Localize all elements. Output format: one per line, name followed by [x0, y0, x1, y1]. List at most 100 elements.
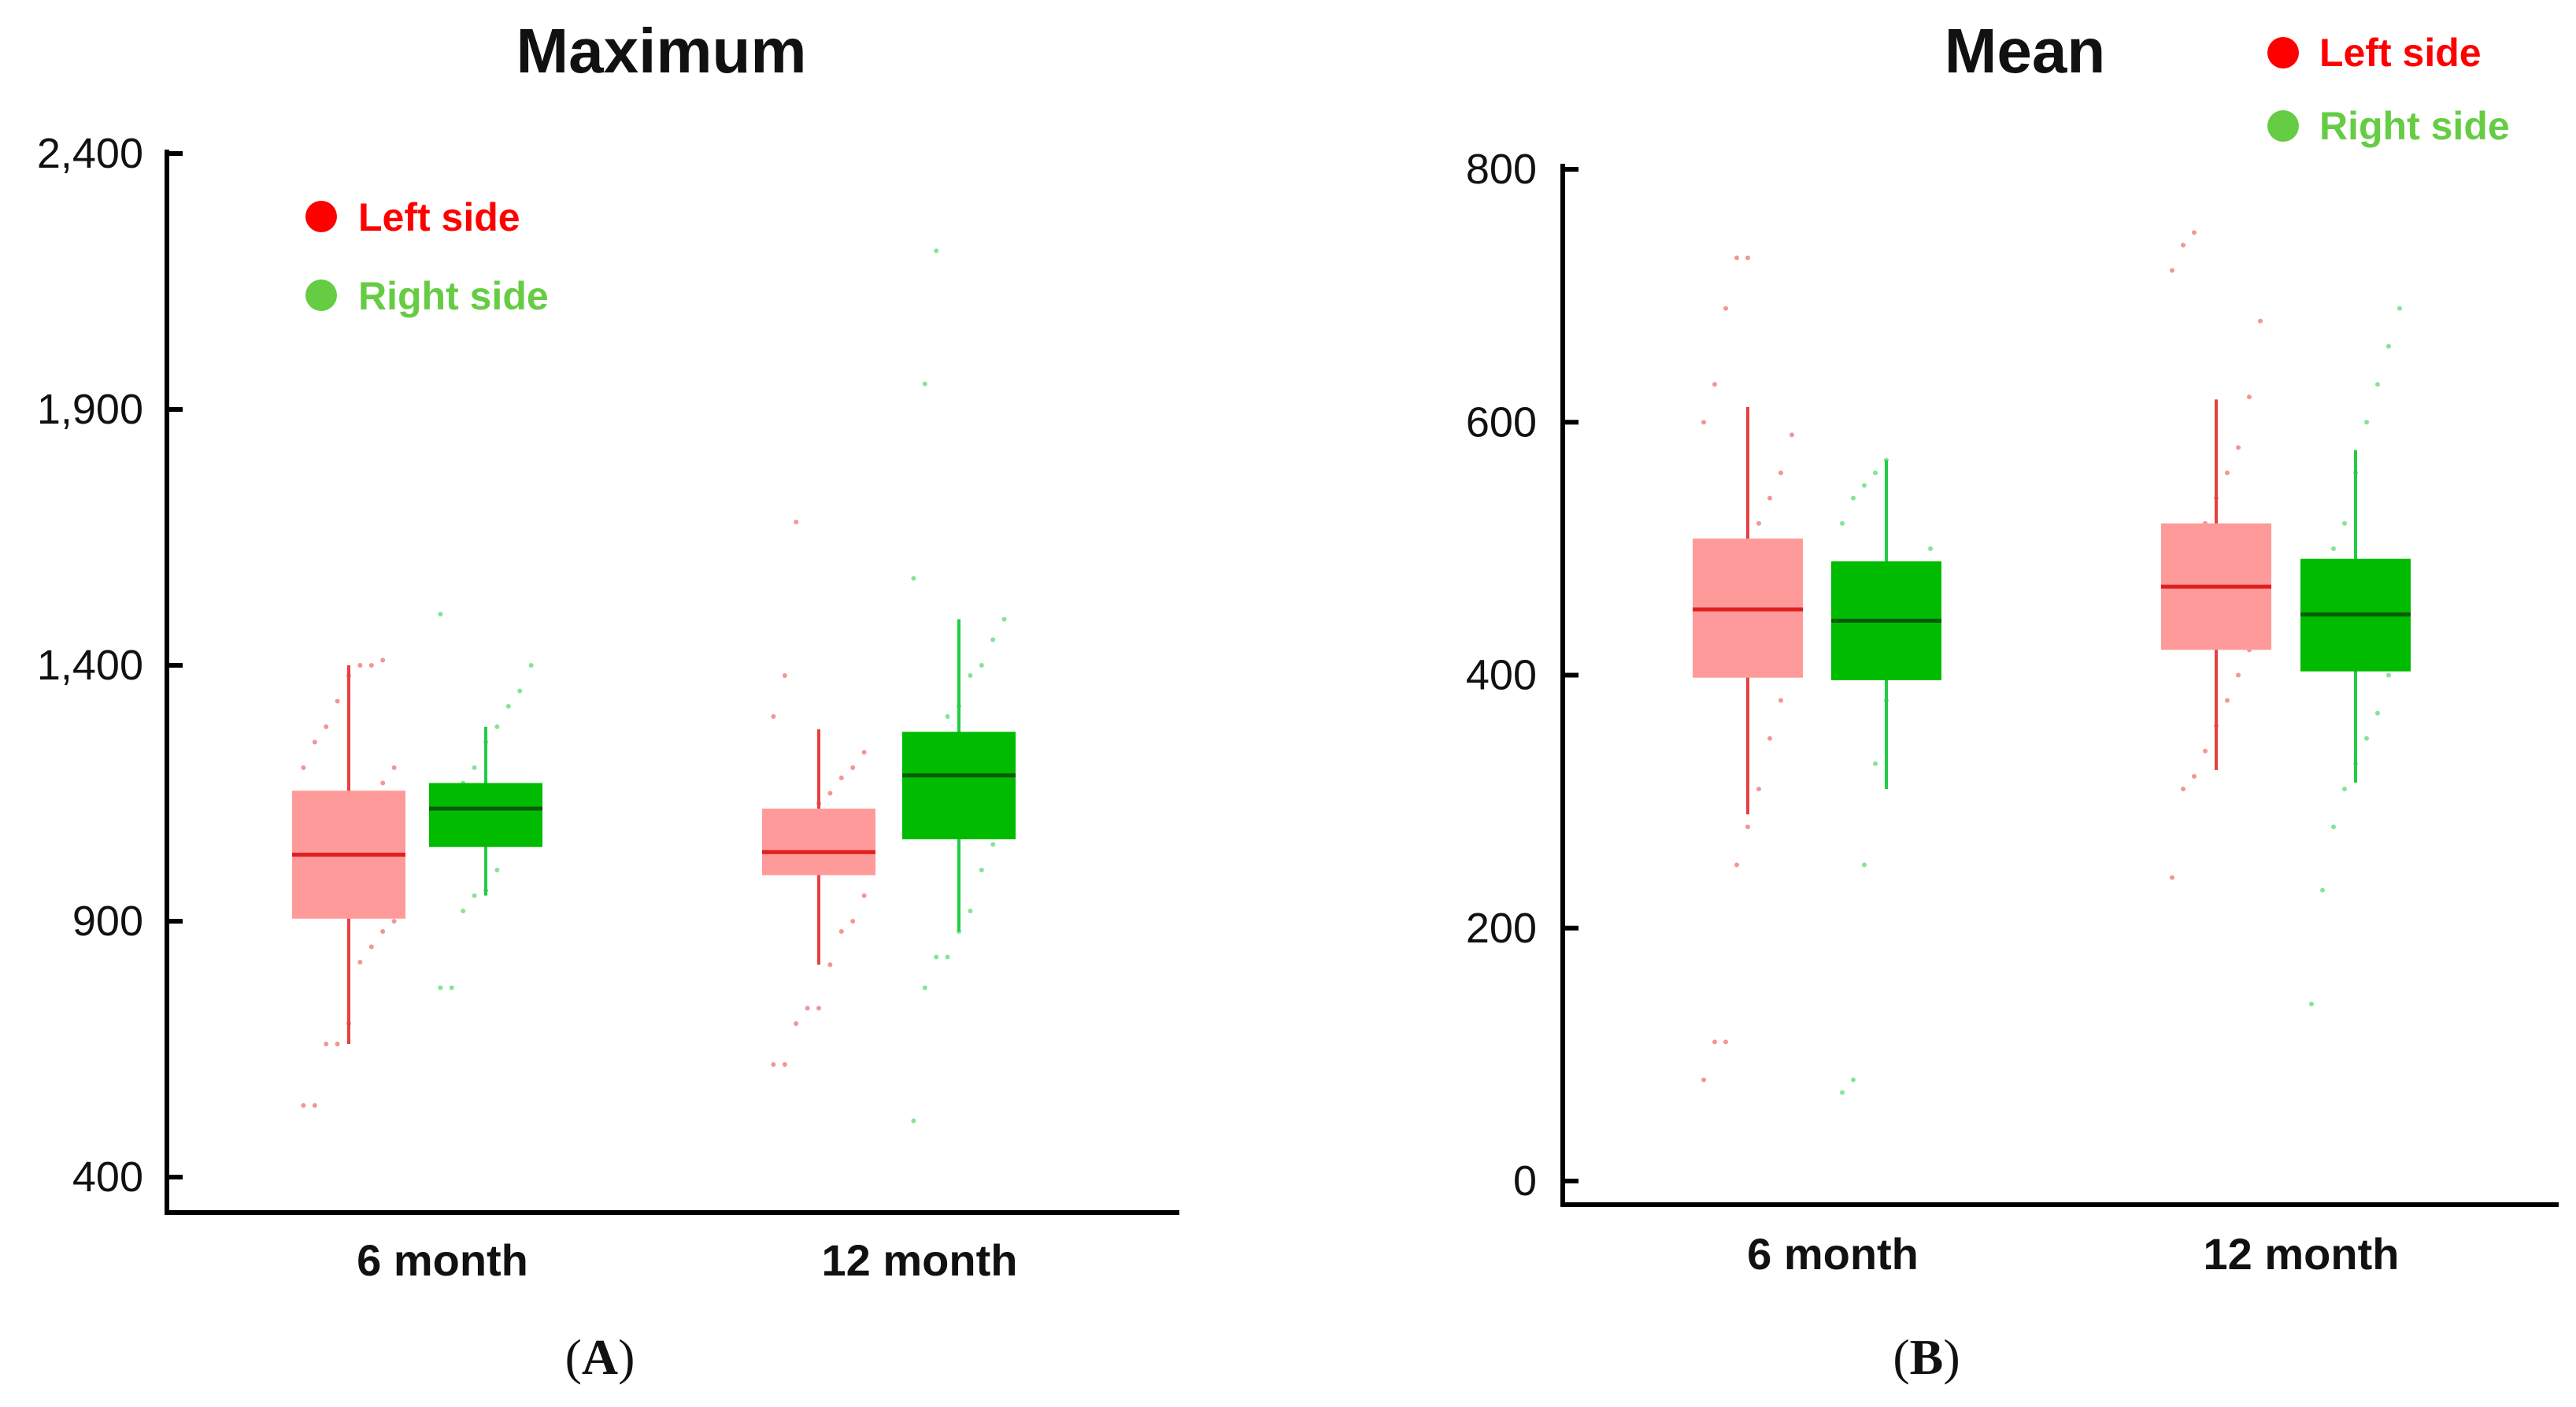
legend-label-right: Right side	[2319, 104, 2510, 148]
data-point	[1767, 495, 1772, 501]
data-point	[990, 842, 996, 847]
data-point	[771, 714, 776, 719]
data-point	[1734, 255, 1739, 261]
data-point	[827, 962, 833, 968]
data-point	[528, 663, 534, 668]
data-point	[357, 663, 363, 668]
data-point	[911, 576, 916, 581]
data-point	[301, 1103, 306, 1108]
data-point	[2364, 735, 2369, 741]
data-point	[1767, 735, 1772, 741]
box-plots	[292, 248, 1016, 1124]
data-point	[2331, 546, 2336, 551]
right-side-box-12-month	[2300, 305, 2411, 1007]
data-point	[2320, 887, 2325, 893]
data-point	[2364, 420, 2369, 425]
data-point	[922, 985, 927, 990]
data-point	[979, 663, 984, 668]
data-point	[850, 765, 856, 770]
left-side-box-6-month	[292, 657, 405, 1108]
legend-label-right: Right side	[358, 274, 549, 318]
data-point	[1001, 616, 1007, 622]
data-point	[2236, 672, 2241, 678]
data-point	[380, 929, 386, 934]
legend: Left side Right side	[2267, 31, 2510, 148]
data-point	[1778, 698, 1783, 703]
data-point	[922, 381, 927, 387]
data-point	[2331, 824, 2336, 830]
box	[902, 731, 1016, 839]
data-point	[301, 765, 306, 770]
data-point	[934, 248, 939, 254]
data-point	[861, 893, 867, 898]
data-point	[2236, 445, 2241, 450]
data-point	[1723, 1039, 1728, 1045]
y-axis-ticks: 400 900 1,400 1,900 2,400	[37, 130, 183, 1201]
data-point	[312, 739, 317, 745]
y-tick-label: 200	[1466, 905, 1537, 952]
data-point	[2181, 787, 2186, 792]
data-point	[979, 868, 984, 872]
x-category-label: 6 month	[1747, 1229, 1919, 1279]
data-point	[945, 954, 950, 960]
data-point	[2203, 748, 2208, 753]
data-point	[517, 688, 523, 694]
right-side-box-6-month	[429, 612, 542, 990]
y-axis-ticks: 0 200 400 600 800	[1466, 146, 1579, 1205]
data-point	[2170, 268, 2174, 273]
panel-a: Maximum 400 900 1,400 1,900 2,400 Left side …	[37, 16, 1179, 1385]
legend-marker-left	[305, 201, 337, 232]
data-point	[1701, 420, 1706, 425]
data-point	[2192, 774, 2197, 779]
data-point	[911, 1118, 916, 1124]
data-point	[449, 985, 454, 990]
data-point	[1701, 1077, 1706, 1083]
x-category-label: 12 month	[822, 1235, 1018, 1285]
box	[762, 809, 875, 876]
data-point	[805, 1005, 810, 1011]
data-point	[1790, 432, 1794, 438]
data-point	[816, 1005, 821, 1011]
box	[429, 783, 542, 847]
data-point	[1851, 1077, 1856, 1083]
data-point	[335, 698, 340, 704]
data-point	[472, 765, 477, 770]
data-point	[2309, 1002, 2314, 1007]
data-point	[782, 1062, 787, 1067]
data-point	[472, 893, 477, 898]
data-point	[494, 724, 500, 729]
data-point	[1928, 546, 1933, 551]
data-point	[2375, 710, 2380, 716]
right-side-box-6-month	[1831, 457, 1941, 1095]
data-point	[438, 985, 443, 990]
data-point	[1840, 1090, 1845, 1095]
data-point	[368, 663, 374, 668]
data-point	[380, 657, 386, 663]
data-point	[1862, 862, 1867, 868]
data-point	[1873, 761, 1878, 766]
left-side-box-12-month	[2161, 230, 2271, 880]
data-point	[505, 704, 511, 709]
legend-label-left: Left side	[2319, 31, 2482, 75]
legend-marker-right	[305, 280, 337, 311]
y-tick-label: 400	[1466, 652, 1537, 699]
data-point	[2386, 672, 2391, 678]
data-point	[2342, 520, 2347, 526]
data-point	[782, 673, 787, 678]
data-point	[861, 750, 867, 755]
panel-label-a: (A)	[565, 1329, 635, 1385]
data-point	[324, 1042, 329, 1046]
data-point	[2247, 394, 2252, 400]
data-point	[1756, 520, 1761, 526]
y-tick-label: 2,400	[37, 130, 143, 177]
data-point	[1723, 305, 1728, 311]
data-point	[838, 929, 844, 934]
data-point	[1840, 520, 1845, 526]
data-point	[2386, 343, 2391, 349]
data-point	[461, 909, 466, 913]
data-point	[357, 960, 363, 965]
data-point	[827, 791, 833, 796]
x-category-label: 12 month	[2204, 1229, 2400, 1279]
